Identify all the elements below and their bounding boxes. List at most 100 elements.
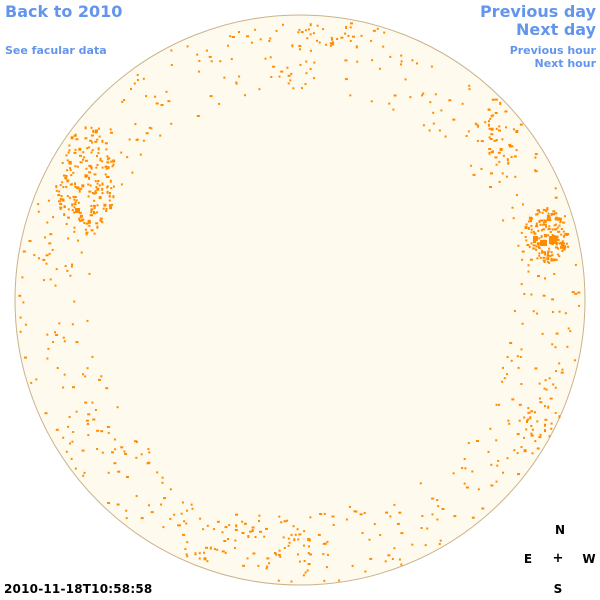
facula-point [246, 35, 250, 38]
facula-point [68, 144, 71, 147]
facula-point [327, 553, 329, 556]
facula-point [368, 538, 371, 541]
facula-point [185, 553, 188, 556]
facula-point [430, 65, 433, 68]
facula-point [293, 538, 296, 542]
facula-point [535, 225, 539, 228]
facula-point [309, 516, 312, 519]
previous-hour-link[interactable]: Previous hour [509, 44, 596, 57]
facula-point [84, 159, 88, 162]
facula-point [498, 160, 501, 163]
facula-point [286, 66, 289, 69]
facula-point [464, 467, 467, 470]
facula-point [536, 257, 539, 260]
facula-point [552, 383, 555, 386]
facula-point [85, 419, 89, 422]
next-day-link[interactable]: Next day [516, 20, 596, 39]
facula-point [549, 219, 552, 222]
facula-point [91, 149, 94, 152]
facula-point [106, 158, 109, 161]
facula-point [221, 550, 225, 553]
facula-point [94, 409, 97, 411]
facula-point [388, 102, 391, 105]
facula-point [477, 124, 480, 128]
facula-point [259, 530, 262, 533]
facula-point [221, 531, 224, 534]
facula-point [348, 505, 351, 508]
facula-point [91, 401, 94, 404]
facula-point [560, 246, 564, 249]
facula-point [58, 200, 61, 203]
facula-point [440, 109, 443, 112]
facula-point [265, 567, 268, 570]
facula-point [520, 231, 523, 234]
facula-point [194, 552, 197, 556]
facula-point [538, 252, 541, 255]
facula-point [502, 154, 505, 157]
facula-point [33, 254, 36, 257]
facula-point [544, 423, 546, 427]
facula-point [530, 225, 533, 227]
facula-point [309, 68, 312, 70]
facula-point [537, 209, 540, 212]
facula-point [531, 428, 534, 431]
facula-point [564, 215, 566, 218]
facula-point [370, 100, 373, 103]
facula-point [313, 77, 315, 80]
facula-point [100, 430, 104, 433]
facula-point [289, 79, 292, 82]
facula-point [308, 545, 310, 548]
facula-point [209, 95, 213, 98]
back-to-year-link[interactable]: Back to 2010 [5, 2, 123, 21]
facula-point [79, 220, 82, 222]
facula-point [316, 24, 319, 27]
facula-point [87, 195, 90, 198]
facula-point [564, 312, 567, 315]
see-facular-data-link[interactable]: See facular data [5, 44, 107, 57]
facula-point [87, 413, 91, 416]
facula-point [93, 199, 96, 202]
next-hour-link[interactable]: Next hour [534, 57, 597, 70]
facula-point [543, 387, 546, 390]
facula-point [495, 480, 498, 483]
facula-point [117, 470, 121, 473]
facula-point [266, 565, 269, 568]
facula-point [214, 548, 216, 551]
facula-point [216, 520, 220, 523]
facula-point [75, 208, 80, 213]
facula-point [224, 551, 227, 554]
facula-point [191, 507, 194, 510]
facula-point [453, 515, 457, 518]
facula-point [398, 558, 401, 561]
facula-point [123, 450, 126, 453]
facula-point [126, 156, 129, 159]
facula-point [349, 39, 352, 42]
facula-point [540, 235, 543, 239]
facula-point [280, 70, 284, 73]
facula-point [536, 447, 540, 450]
facula-point [502, 471, 504, 474]
facula-point [534, 153, 538, 156]
compass-south-label: S [553, 582, 563, 596]
facula-point [161, 481, 164, 484]
facula-point [336, 38, 339, 40]
facula-point [297, 31, 300, 34]
previous-day-link[interactable]: Previous day [479, 2, 596, 21]
facula-point [181, 501, 184, 504]
facula-point [322, 553, 325, 556]
facula-point [96, 429, 100, 432]
facula-point [488, 151, 491, 155]
facula-point [495, 439, 498, 442]
facula-point [439, 539, 442, 542]
facula-point [292, 87, 295, 90]
facula-point [68, 416, 71, 418]
facula-point [548, 217, 551, 220]
facula-point [546, 257, 550, 261]
facula-point [114, 448, 117, 451]
facula-point [71, 323, 74, 326]
facula-point [549, 236, 557, 244]
facula-point [323, 542, 327, 545]
facula-point [156, 471, 159, 474]
facula-point [86, 319, 89, 322]
facula-point [116, 406, 119, 409]
